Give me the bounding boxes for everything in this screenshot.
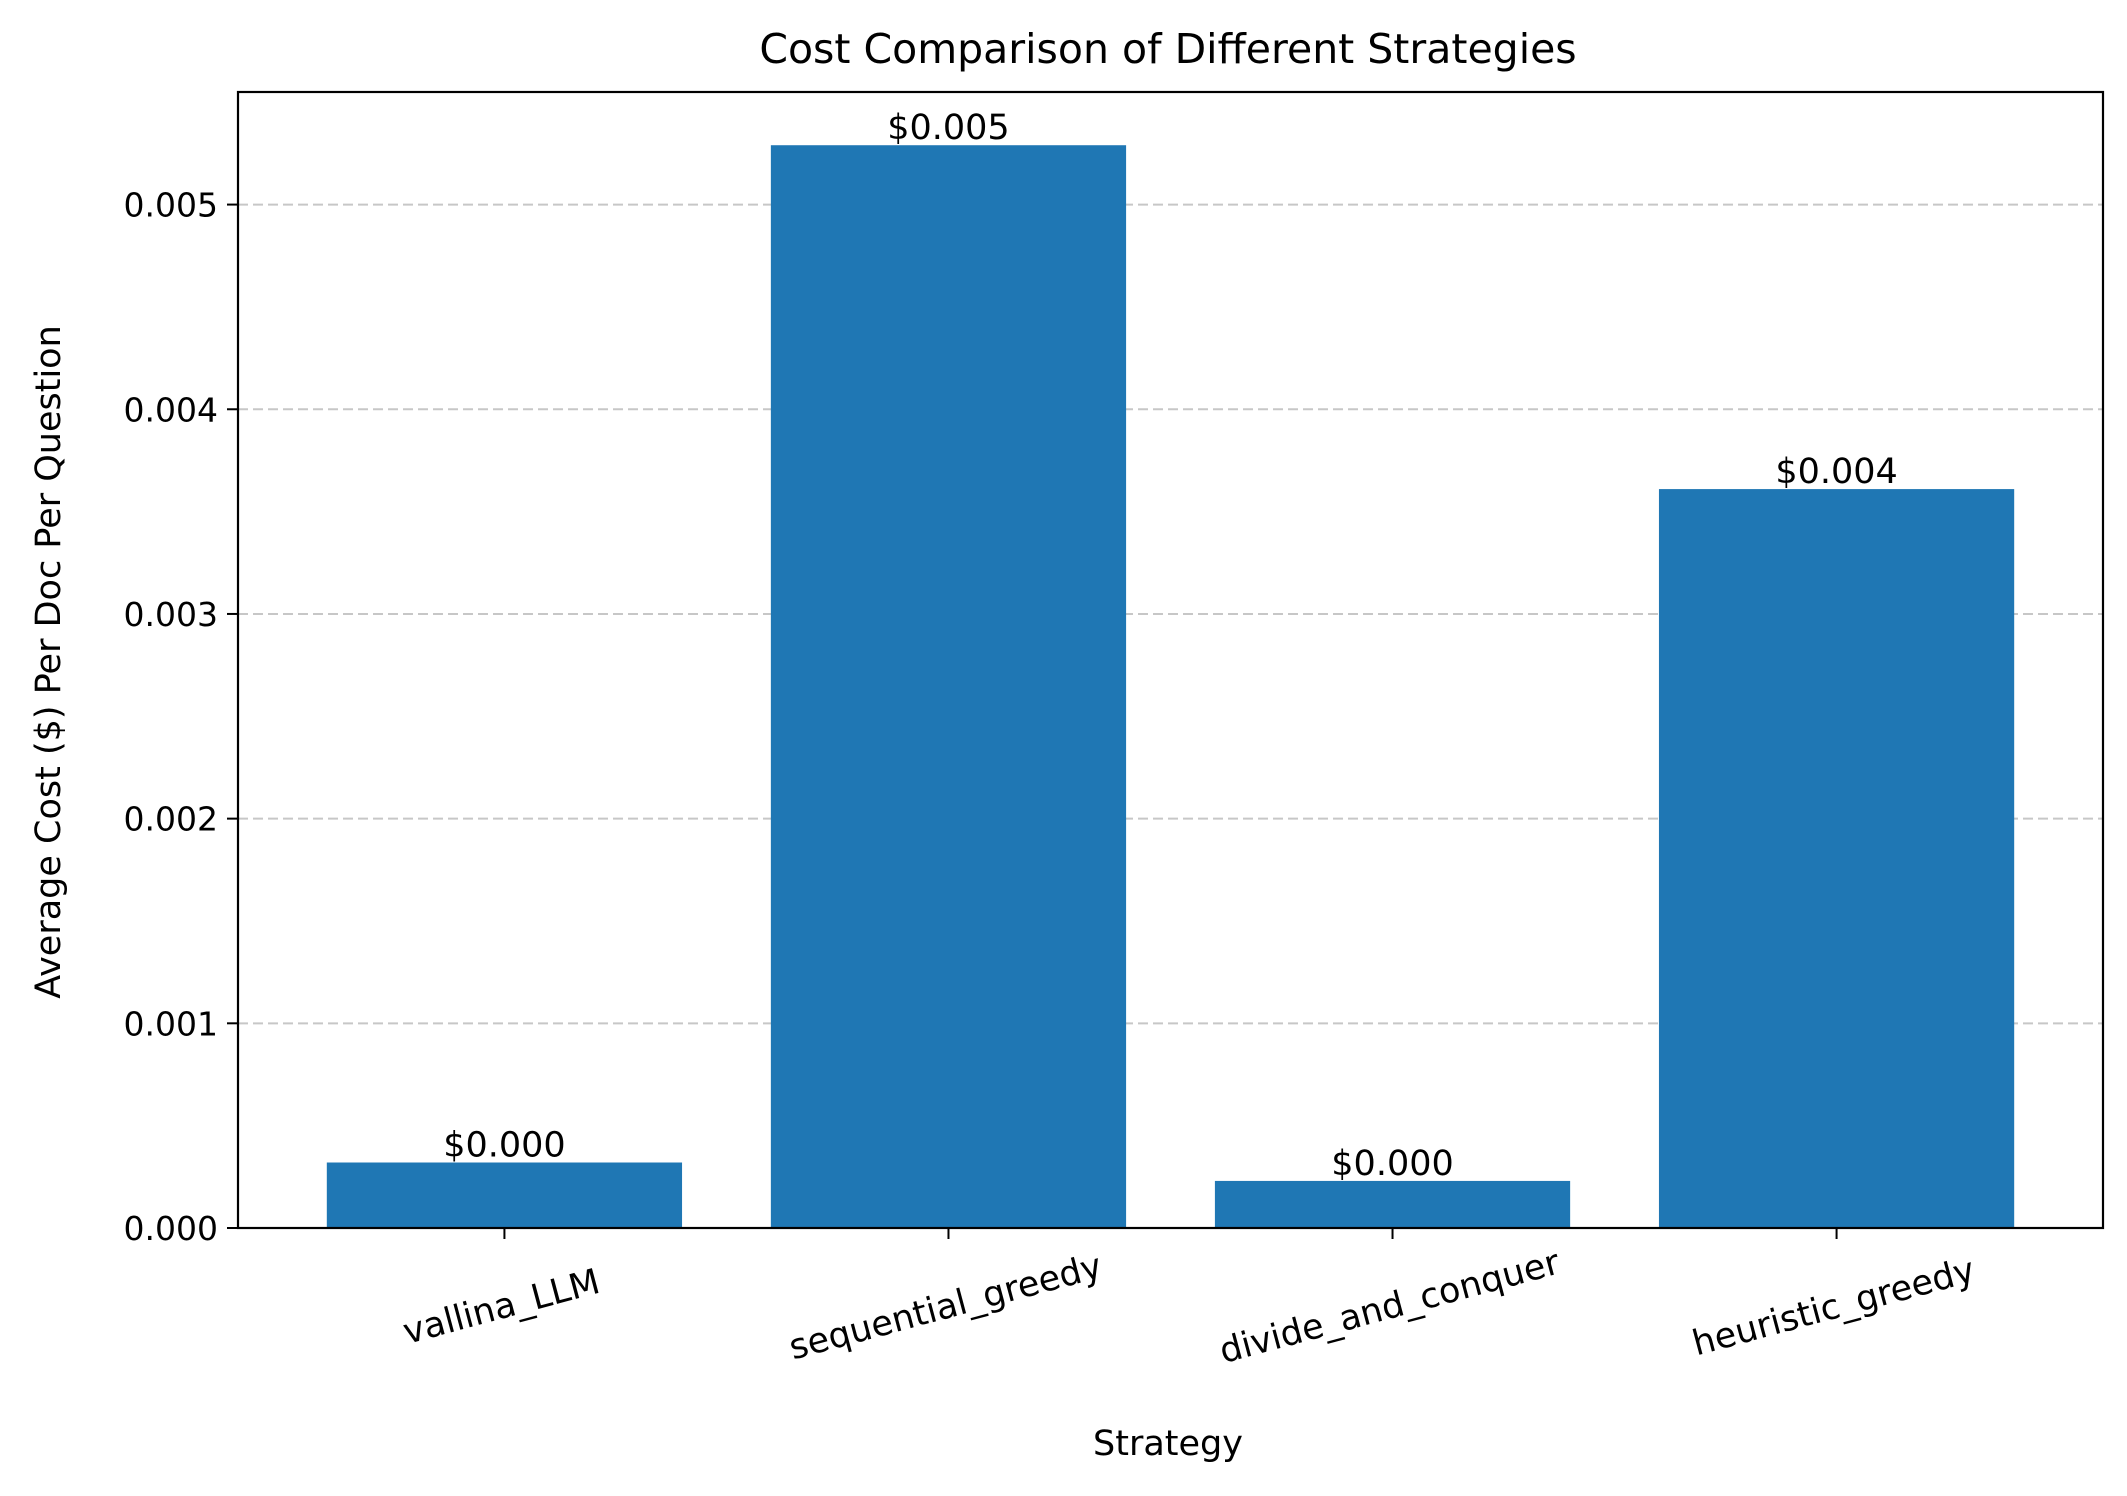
y-axis-label: Average Cost ($) Per Doc Per Question [29,325,69,999]
bar-value-label: $0.000 [443,1126,565,1166]
bar [770,145,1127,1228]
chart-title: Cost Comparison of Different Strategies [759,25,1576,73]
bars [326,145,2015,1229]
x-axis-label: Strategy [1093,1424,1243,1464]
bar-value-label: $0.005 [887,108,1009,148]
y-tick-label: 0.003 [124,595,218,634]
bar-value-label: $0.004 [1775,452,1897,492]
y-tick-label: 0.002 [124,800,218,839]
y-tick-label: 0.004 [124,390,218,429]
bar-value-label: $0.000 [1331,1144,1453,1184]
plot-frame [236,90,2105,1230]
y-tick-label: 0.005 [124,186,218,225]
y-axis-ticks: 0.000 0.001 0.002 0.003 0.004 0.005 [124,186,238,1248]
bar [326,1162,683,1228]
bar-value-labels: $0.000 $0.005 $0.000 $0.004 [443,108,1898,1184]
y-tick-label: 0.001 [124,1004,218,1043]
bar [1214,1180,1571,1228]
y-tick-label: 0.000 [124,1209,218,1248]
bar [1658,489,2015,1229]
